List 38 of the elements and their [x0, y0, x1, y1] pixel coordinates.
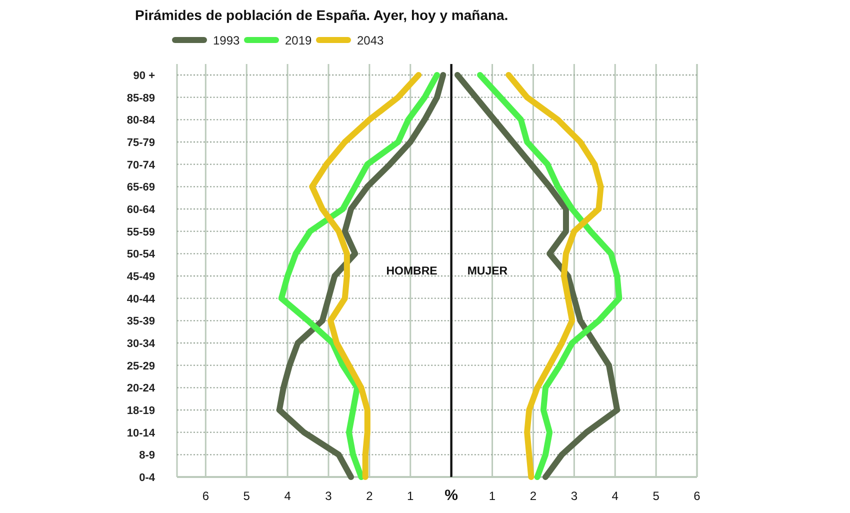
annotation: HOMBRE [386, 266, 438, 278]
x-tick-label: 6 [202, 489, 210, 503]
y-tick-label: 70-74 [126, 159, 156, 172]
y-tick-label: 45-49 [126, 271, 155, 283]
x-tick-label: 4 [284, 489, 292, 503]
legend-label: 1993 [213, 34, 240, 48]
x-tick-label: 2 [530, 489, 537, 503]
legend-label: 2019 [285, 34, 312, 48]
y-tick-label: 8-9 [139, 450, 155, 462]
y-tick-label: 90 + [133, 70, 155, 82]
x-tick-label: 2 [366, 489, 374, 503]
y-tick-label: 10-14 [126, 427, 156, 440]
annotation: MUJER [467, 266, 508, 278]
y-tick-label: 30-34 [126, 338, 156, 350]
x-tick-label: 1 [488, 489, 496, 503]
y-tick-label: 40-44 [126, 293, 156, 306]
y-tick-label: 20-24 [126, 382, 156, 395]
y-tick-label: 0-4 [139, 472, 156, 484]
x-tick-label: 1 [407, 489, 414, 503]
y-tick-label: 85-89 [126, 92, 155, 104]
y-tick-label: 65-69 [126, 182, 155, 194]
chart-title: Pirámides de población de España. Ayer, hoy y mañana. [135, 7, 508, 23]
y-tick-label: 18-19 [126, 405, 155, 417]
y-tick-label: 80-84 [126, 114, 156, 127]
legend-label: 2043 [357, 34, 384, 48]
y-tick-label: 75-79 [126, 137, 155, 149]
x-tick-label: 6 [694, 489, 701, 503]
x-tick-label: % [444, 487, 458, 504]
y-tick-label: 55-59 [126, 226, 155, 238]
x-tick-label: 5 [652, 489, 660, 503]
y-tick-label: 25-29 [126, 360, 155, 372]
x-tick-label: 3 [570, 489, 578, 503]
y-tick-label: 35-39 [126, 316, 155, 328]
y-tick-label: 60-64 [126, 204, 156, 216]
x-tick-label: 4 [612, 489, 619, 503]
y-tick-label: 50-54 [126, 248, 156, 261]
x-tick-label: 5 [243, 489, 250, 503]
x-tick-label: 3 [325, 489, 332, 503]
